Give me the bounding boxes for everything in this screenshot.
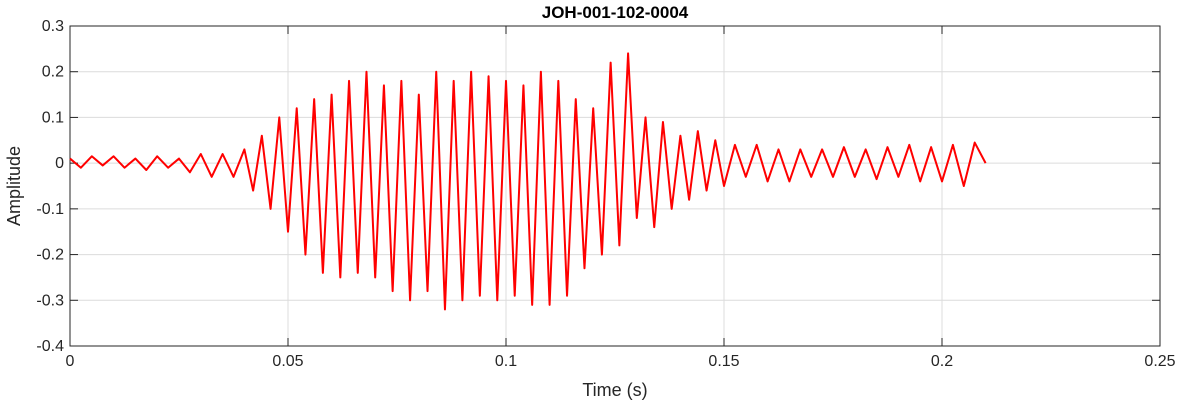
x-axis-label: Time (s) — [582, 380, 647, 400]
x-tick-label: 0 — [66, 353, 75, 370]
x-tick-label: 0.2 — [931, 353, 953, 370]
series-line-amplitude — [69, 52, 987, 311]
y-tick-label: -0.2 — [36, 247, 64, 264]
y-axis-label: Amplitude — [4, 146, 24, 226]
plot-area-frame — [69, 25, 1161, 347]
y-tick-label: 0 — [55, 155, 64, 172]
x-tick-label: 0.1 — [495, 353, 517, 370]
x-tick-label: 0.15 — [708, 353, 739, 370]
y-tick-label: -0.3 — [36, 292, 64, 309]
y-tick-label: 0.2 — [42, 64, 64, 81]
y-tick-label: -0.1 — [36, 201, 64, 218]
y-tick-label: -0.4 — [36, 338, 64, 355]
x-tick-label: 0.25 — [1144, 353, 1175, 370]
y-tick-label: 0.1 — [42, 109, 64, 126]
axis-ticks: 0 0.05 0.1 0.15 0.2 0.25 -0.4 -0.3 -0.2 -0.1 0 0.1 0… — [36, 18, 1175, 370]
chart-title: JOH-001-102-0004 — [542, 3, 689, 22]
y-tick-label: 0.3 — [42, 18, 64, 35]
x-tick-label: 0.05 — [272, 353, 303, 370]
grid — [69, 25, 1161, 347]
